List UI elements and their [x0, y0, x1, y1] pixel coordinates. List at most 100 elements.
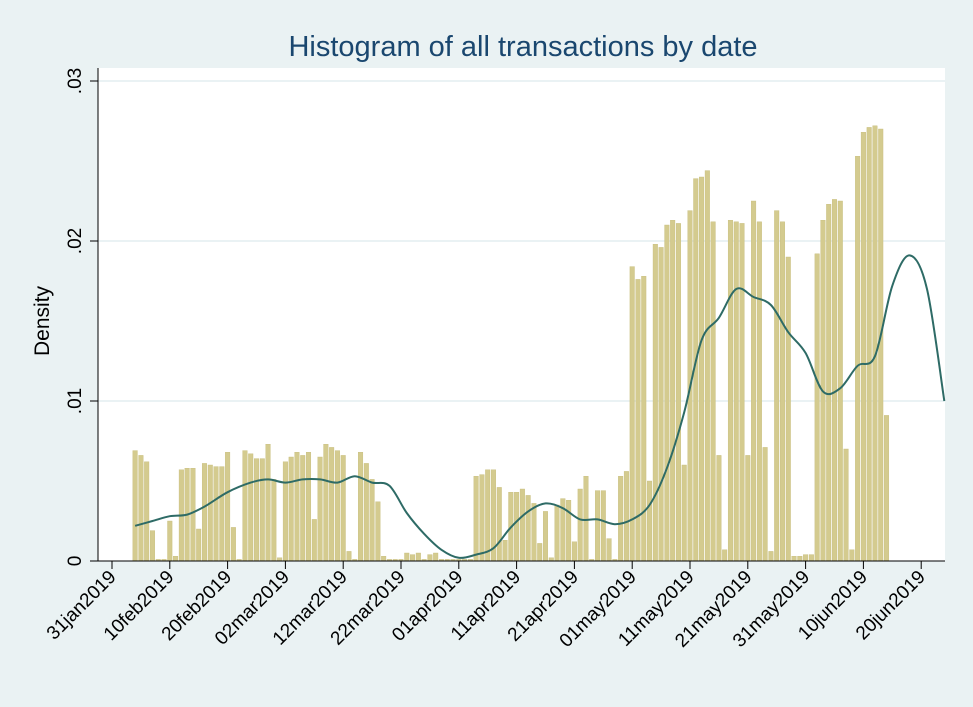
histogram-bar [149, 530, 155, 562]
histogram-bar [543, 511, 548, 562]
histogram-bar [600, 490, 606, 562]
histogram-bar [641, 276, 647, 562]
histogram-bar [514, 492, 520, 562]
histogram-bar [329, 447, 335, 562]
histogram-bar [190, 468, 196, 562]
histogram-bar [606, 538, 612, 562]
histogram-bar [716, 455, 722, 562]
histogram-bar [340, 455, 346, 562]
histogram-bar [248, 453, 254, 562]
histogram-bar [219, 466, 225, 562]
histogram-bar [404, 552, 410, 562]
histogram-bar [797, 556, 803, 562]
histogram-bar [173, 556, 179, 562]
histogram-bar [254, 458, 259, 562]
histogram-bar [635, 279, 641, 562]
histogram-bar [664, 224, 670, 562]
histogram-bar [306, 452, 312, 562]
histogram-bar [722, 549, 728, 562]
histogram-bar [381, 556, 387, 562]
histogram-bar [225, 452, 231, 562]
histogram-bar [837, 200, 843, 562]
histogram-bar [288, 456, 294, 562]
histogram-bar [167, 520, 173, 562]
histogram-bar [323, 444, 329, 562]
y-tick-label: 0 [65, 556, 86, 567]
histogram-bar [363, 463, 369, 562]
histogram-bar [410, 554, 416, 562]
histogram-bar [537, 543, 543, 562]
histogram-bar [242, 450, 248, 562]
plot-area [98, 68, 945, 561]
histogram-bar [583, 476, 589, 562]
histogram-bar [791, 556, 797, 562]
histogram-bar [704, 170, 710, 562]
y-tick-label: .02 [65, 228, 86, 254]
histogram-bar [710, 221, 716, 562]
histogram-bar [629, 266, 635, 562]
histogram-bar [138, 455, 144, 562]
histogram-bar [727, 219, 733, 562]
histogram-bar [843, 448, 849, 562]
histogram-bar [814, 253, 820, 562]
histogram-bar [739, 223, 745, 562]
histogram-bar [196, 528, 202, 562]
histogram-bar [855, 155, 861, 562]
histogram-bar [369, 479, 375, 562]
chart-title: Histogram of all transactions by date [288, 31, 757, 63]
histogram-bar [531, 503, 537, 562]
histogram-bar [745, 455, 751, 562]
histogram-bar [479, 474, 485, 562]
histogram-bar [282, 461, 288, 562]
histogram-bar [658, 247, 664, 562]
histogram-bar [496, 487, 502, 562]
histogram-bar [415, 552, 421, 562]
histogram-bar [230, 527, 236, 562]
histogram-bar [566, 500, 572, 562]
histogram-bar [201, 463, 207, 562]
histogram-bar [751, 200, 757, 562]
histogram-bar [346, 551, 352, 562]
histogram-bar [375, 501, 381, 562]
y-tick-label: .03 [65, 68, 86, 94]
histogram-bar [670, 219, 676, 562]
y-axis-label: Density [31, 285, 54, 356]
histogram-bar [265, 444, 271, 562]
histogram-bar [311, 519, 317, 562]
histogram-bar [144, 461, 150, 562]
histogram-bar [358, 452, 364, 562]
histogram-bar [808, 554, 814, 562]
histogram-bar [577, 488, 583, 562]
histogram-bar [259, 458, 265, 562]
histogram-bar [675, 223, 681, 562]
histogram-bar [207, 464, 213, 562]
histogram-bar [473, 476, 479, 562]
histogram-bar [652, 243, 658, 562]
histogram-bar [803, 554, 809, 562]
histogram-bar [571, 541, 577, 562]
histogram-bar [647, 480, 653, 562]
histogram-bar [872, 125, 878, 562]
histogram-bar [502, 540, 508, 562]
histogram-bar [132, 450, 138, 562]
histogram-bar [213, 466, 219, 562]
histogram-bar [779, 221, 785, 562]
histogram-bar [768, 551, 774, 562]
histogram-bar [832, 199, 837, 562]
histogram-bar [427, 554, 433, 562]
histogram-bar [525, 495, 531, 562]
histogram-bar [554, 504, 560, 562]
histogram-bar [785, 256, 791, 562]
histogram-bar [699, 176, 705, 562]
histogram-bar [300, 455, 306, 562]
histogram-bar [433, 552, 439, 562]
histogram-bar [519, 488, 525, 562]
y-tick-label: .01 [65, 388, 86, 414]
histogram-bar [334, 450, 340, 562]
histogram-bar [860, 131, 866, 562]
histogram-bar [733, 221, 739, 562]
histogram-bar [774, 210, 780, 562]
histogram-bar [866, 127, 872, 562]
histogram-bar [618, 476, 624, 562]
